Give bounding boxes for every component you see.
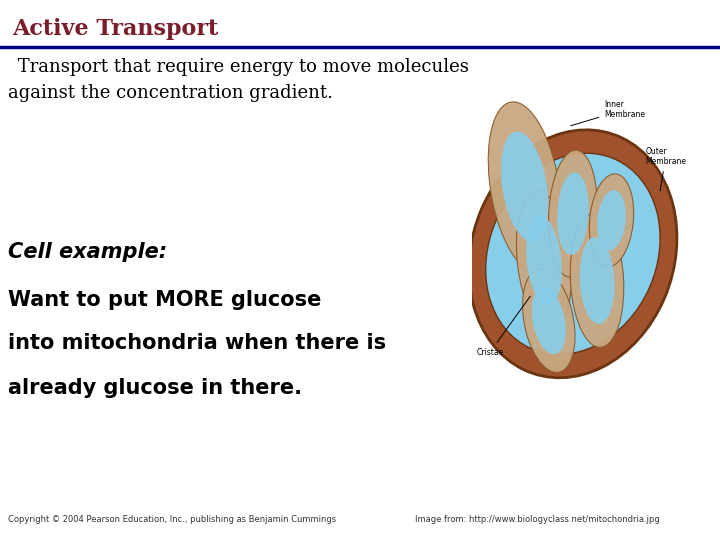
Ellipse shape <box>580 237 614 324</box>
Ellipse shape <box>501 132 549 242</box>
Ellipse shape <box>526 215 562 306</box>
Text: Cell example:: Cell example: <box>8 242 167 262</box>
Ellipse shape <box>597 190 626 251</box>
Ellipse shape <box>523 269 575 373</box>
Ellipse shape <box>557 172 589 255</box>
Text: Inner
Membrane: Inner Membrane <box>571 100 645 126</box>
Text: into mitochondria when there is: into mitochondria when there is <box>8 333 386 353</box>
Text: Image from: http://www.biologyclass.net/mitochondria.jpg: Image from: http://www.biologyclass.net/… <box>415 515 660 524</box>
Ellipse shape <box>516 191 572 330</box>
Text: against the concentration gradient.: against the concentration gradient. <box>8 84 333 102</box>
Text: already glucose in there.: already glucose in there. <box>8 378 302 398</box>
Text: Outer
Membrane: Outer Membrane <box>645 147 686 191</box>
Ellipse shape <box>570 214 624 347</box>
Text: Want to put MORE glucose: Want to put MORE glucose <box>8 290 321 310</box>
Text: Copyright © 2004 Pearson Education, Inc., publishing as Benjamin Cummings: Copyright © 2004 Pearson Education, Inc.… <box>8 515 336 524</box>
Text: Transport that require energy to move molecules: Transport that require energy to move mo… <box>12 58 469 76</box>
Ellipse shape <box>488 102 561 272</box>
Text: Cristae: Cristae <box>477 296 530 356</box>
Ellipse shape <box>486 153 660 354</box>
Ellipse shape <box>590 174 634 267</box>
Ellipse shape <box>469 130 677 378</box>
Ellipse shape <box>532 287 566 354</box>
Text: Active Transport: Active Transport <box>12 18 218 40</box>
Ellipse shape <box>549 150 598 277</box>
